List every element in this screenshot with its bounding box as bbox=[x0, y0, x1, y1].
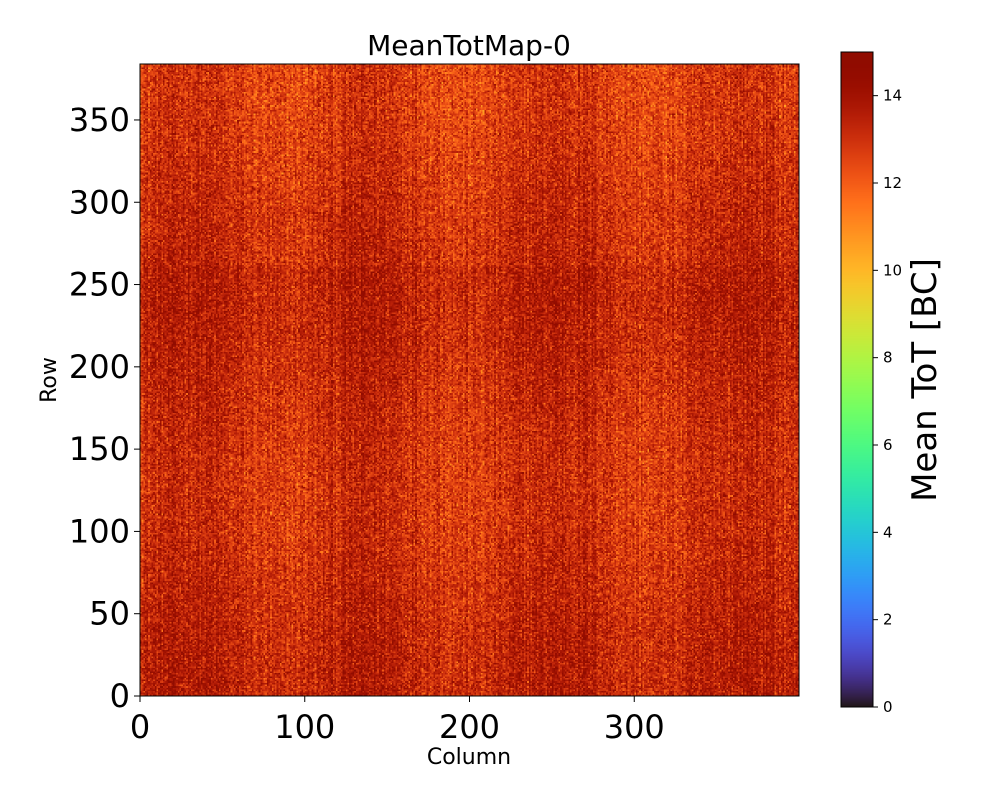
colorbar-frame bbox=[840, 51, 874, 708]
x-tick-label: 100 bbox=[274, 708, 335, 746]
chart-title: MeanTotMap-0 bbox=[367, 29, 571, 62]
colorbar-tick-label: 0 bbox=[883, 698, 893, 716]
y-tick-label: 200 bbox=[69, 348, 130, 386]
colorbar-tick-label: 14 bbox=[883, 87, 902, 105]
y-tick-label: 50 bbox=[89, 595, 130, 633]
colorbar-gradient bbox=[841, 52, 873, 707]
x-axis: 0 100 200 300 bbox=[130, 696, 665, 746]
x-tick-label: 0 bbox=[130, 708, 150, 746]
colorbar-tick-label: 4 bbox=[883, 523, 893, 541]
colorbar-tick-label: 10 bbox=[883, 261, 902, 279]
y-tick-label: 350 bbox=[69, 101, 130, 139]
colorbar-tick-label: 6 bbox=[883, 436, 893, 454]
y-tick-label: 0 bbox=[110, 677, 130, 715]
heatmap-image bbox=[140, 64, 799, 696]
y-tick-label: 150 bbox=[69, 430, 130, 468]
colorbar-tick-label: 2 bbox=[883, 611, 893, 629]
x-tick-label: 300 bbox=[604, 708, 665, 746]
y-tick-label: 300 bbox=[69, 183, 130, 221]
colorbar-tick-label: 8 bbox=[883, 349, 893, 367]
colorbar-tick-label: 12 bbox=[883, 174, 902, 192]
colorbar-axis: 0 2 4 6 8 10 12 14 bbox=[873, 87, 902, 716]
x-tick-label: 200 bbox=[439, 708, 500, 746]
plot-frame bbox=[139, 63, 800, 697]
y-axis: 0 50 100 150 200 250 300 350 bbox=[69, 101, 140, 715]
y-axis-label: Row bbox=[37, 357, 62, 403]
x-axis-label: Column bbox=[427, 745, 511, 770]
y-tick-label: 250 bbox=[69, 266, 130, 304]
colorbar-label: Mean ToT [BC] bbox=[905, 258, 945, 502]
y-tick-label: 100 bbox=[69, 512, 130, 550]
